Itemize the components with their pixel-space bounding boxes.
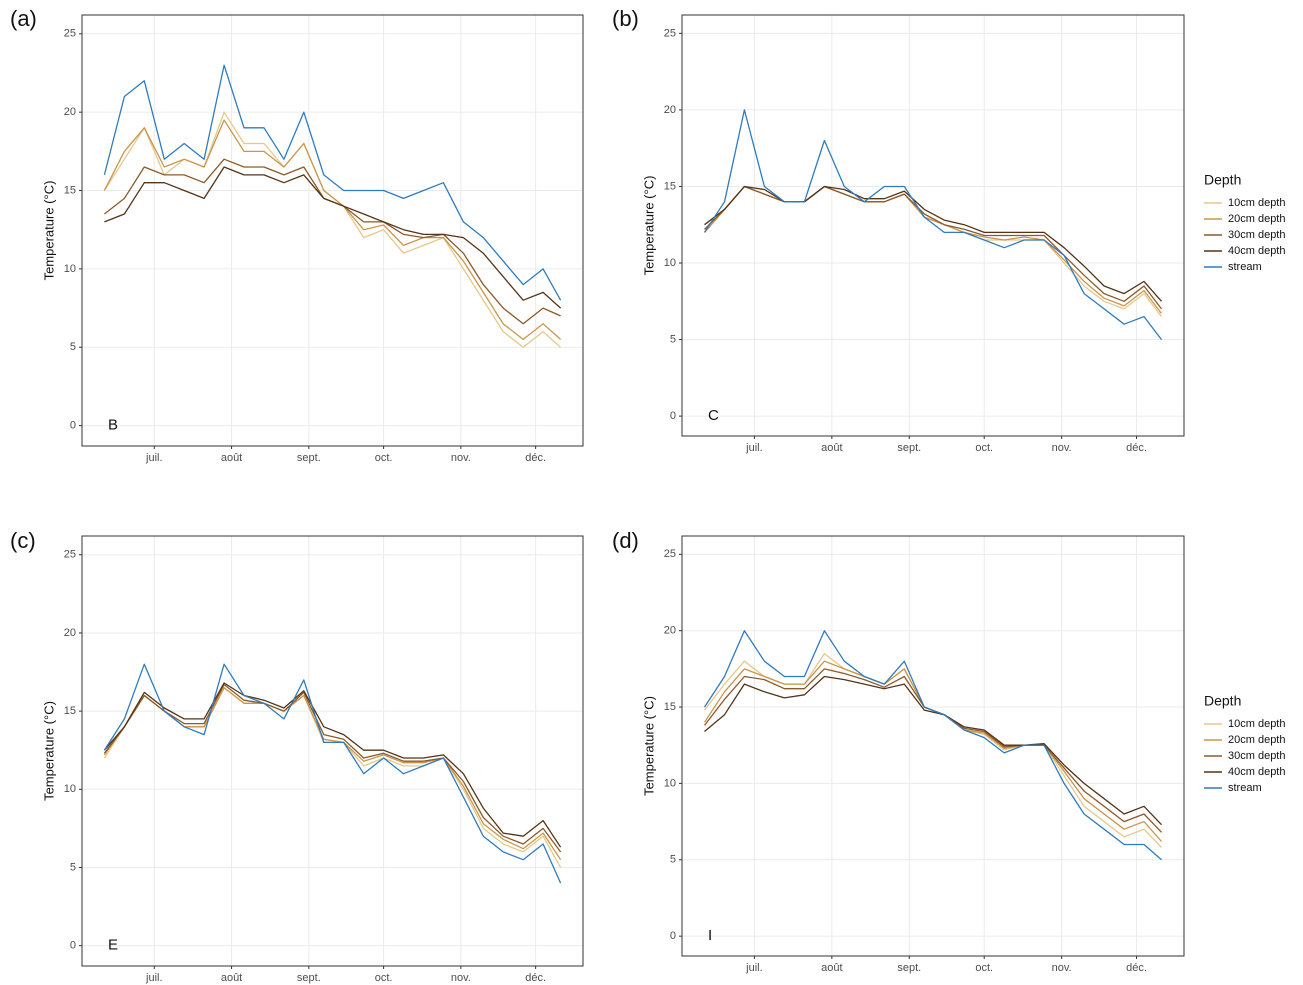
y-tick-label: 10 [664,257,676,269]
x-tick-label: déc. [525,452,546,464]
plot-frame [81,535,584,967]
series-line [704,185,1163,310]
panel-label: (c) [10,528,36,553]
panel-label: (d) [612,528,639,553]
y-tick-label: 0 [70,940,76,952]
series-line [103,682,562,848]
legend-label: 10cm depth [1228,197,1285,209]
legend-label: 20cm depth [1228,213,1285,225]
y-tick-label: 10 [64,263,76,275]
series-line [703,109,1163,340]
panel-label: (a) [10,6,37,31]
series-line [103,687,562,861]
y-tick-label: 0 [670,930,676,942]
x-tick-label: juil. [745,962,763,974]
y-tick-label: 25 [664,548,676,560]
series-line [704,675,1162,826]
legend-label: 30cm depth [1228,229,1285,241]
x-tick-label: sept. [897,962,921,974]
x-tick-label: août [221,452,242,464]
y-axis-label: Temperature (°C) [41,181,56,281]
x-tick-label: oct. [975,442,993,454]
series-line [704,185,1163,314]
y-tick-label: 20 [64,627,76,639]
x-tick-label: nov. [451,972,471,984]
legend-label: 40cm depth [1228,245,1285,257]
series-line [703,668,1162,833]
legend-label: stream [1228,782,1262,794]
series-line [103,683,562,853]
x-tick-label: déc. [1126,962,1147,974]
x-tick-label: nov. [1052,442,1072,454]
y-tick-label: 10 [664,777,676,789]
annotation: E [108,937,118,954]
y-tick-label: 0 [670,410,676,422]
x-tick-label: oct. [375,452,393,464]
series-line [103,64,562,301]
y-tick-label: 15 [64,184,76,196]
series-line [103,663,562,884]
x-tick-label: juil. [145,452,163,464]
x-tick-label: août [821,442,842,454]
series-line [103,119,562,341]
y-axis-label: Temperature (°C) [641,696,656,796]
panel-label: (b) [612,6,639,31]
y-axis-label: Temperature (°C) [41,701,56,801]
plot-frame [681,14,1185,437]
series-line [703,660,1162,842]
x-tick-label: déc. [525,972,546,984]
annotation: B [108,417,118,434]
x-tick-label: août [821,962,842,974]
y-tick-label: 5 [70,861,76,873]
y-tick-label: 25 [64,28,76,40]
legend-label: 40cm depth [1228,766,1285,778]
y-axis-label: Temperature (°C) [641,176,656,276]
y-tick-label: 5 [670,854,676,866]
x-tick-label: sept. [297,452,321,464]
y-tick-label: 10 [64,783,76,795]
x-tick-label: août [221,972,242,984]
y-tick-label: 20 [64,106,76,118]
legend-title: Depth [1204,172,1241,188]
x-tick-label: sept. [297,972,321,984]
series-line [103,687,562,868]
legend-label: 30cm depth [1228,750,1285,762]
y-tick-label: 15 [64,705,76,717]
series-line [103,111,562,348]
series-line [703,630,1162,861]
y-tick-label: 15 [664,701,676,713]
legend-label: stream [1228,261,1262,273]
x-tick-label: sept. [897,442,921,454]
x-tick-label: nov. [451,452,471,464]
y-tick-label: 0 [70,420,76,432]
annotation: C [708,407,719,424]
legend-label: 20cm depth [1228,734,1285,746]
y-tick-label: 25 [64,549,76,561]
y-tick-label: 25 [664,27,676,39]
x-tick-label: oct. [975,962,993,974]
annotation: I [708,927,712,944]
y-tick-label: 15 [664,180,676,192]
legend-label: 10cm depth [1228,718,1285,730]
series-line [704,185,1163,317]
series-line [703,652,1162,849]
series-line [104,166,562,309]
y-tick-label: 5 [670,333,676,345]
y-tick-label: 20 [664,104,676,116]
x-tick-label: déc. [1126,442,1147,454]
series-line [104,158,561,325]
x-tick-label: juil. [745,442,763,454]
y-tick-label: 20 [664,625,676,637]
plot-frame [681,535,1185,957]
y-tick-label: 5 [70,341,76,353]
x-tick-label: nov. [1052,962,1072,974]
x-tick-label: juil. [145,972,163,984]
x-tick-label: oct. [375,972,393,984]
plot-frame [81,14,584,447]
legend-title: Depth [1204,693,1241,709]
